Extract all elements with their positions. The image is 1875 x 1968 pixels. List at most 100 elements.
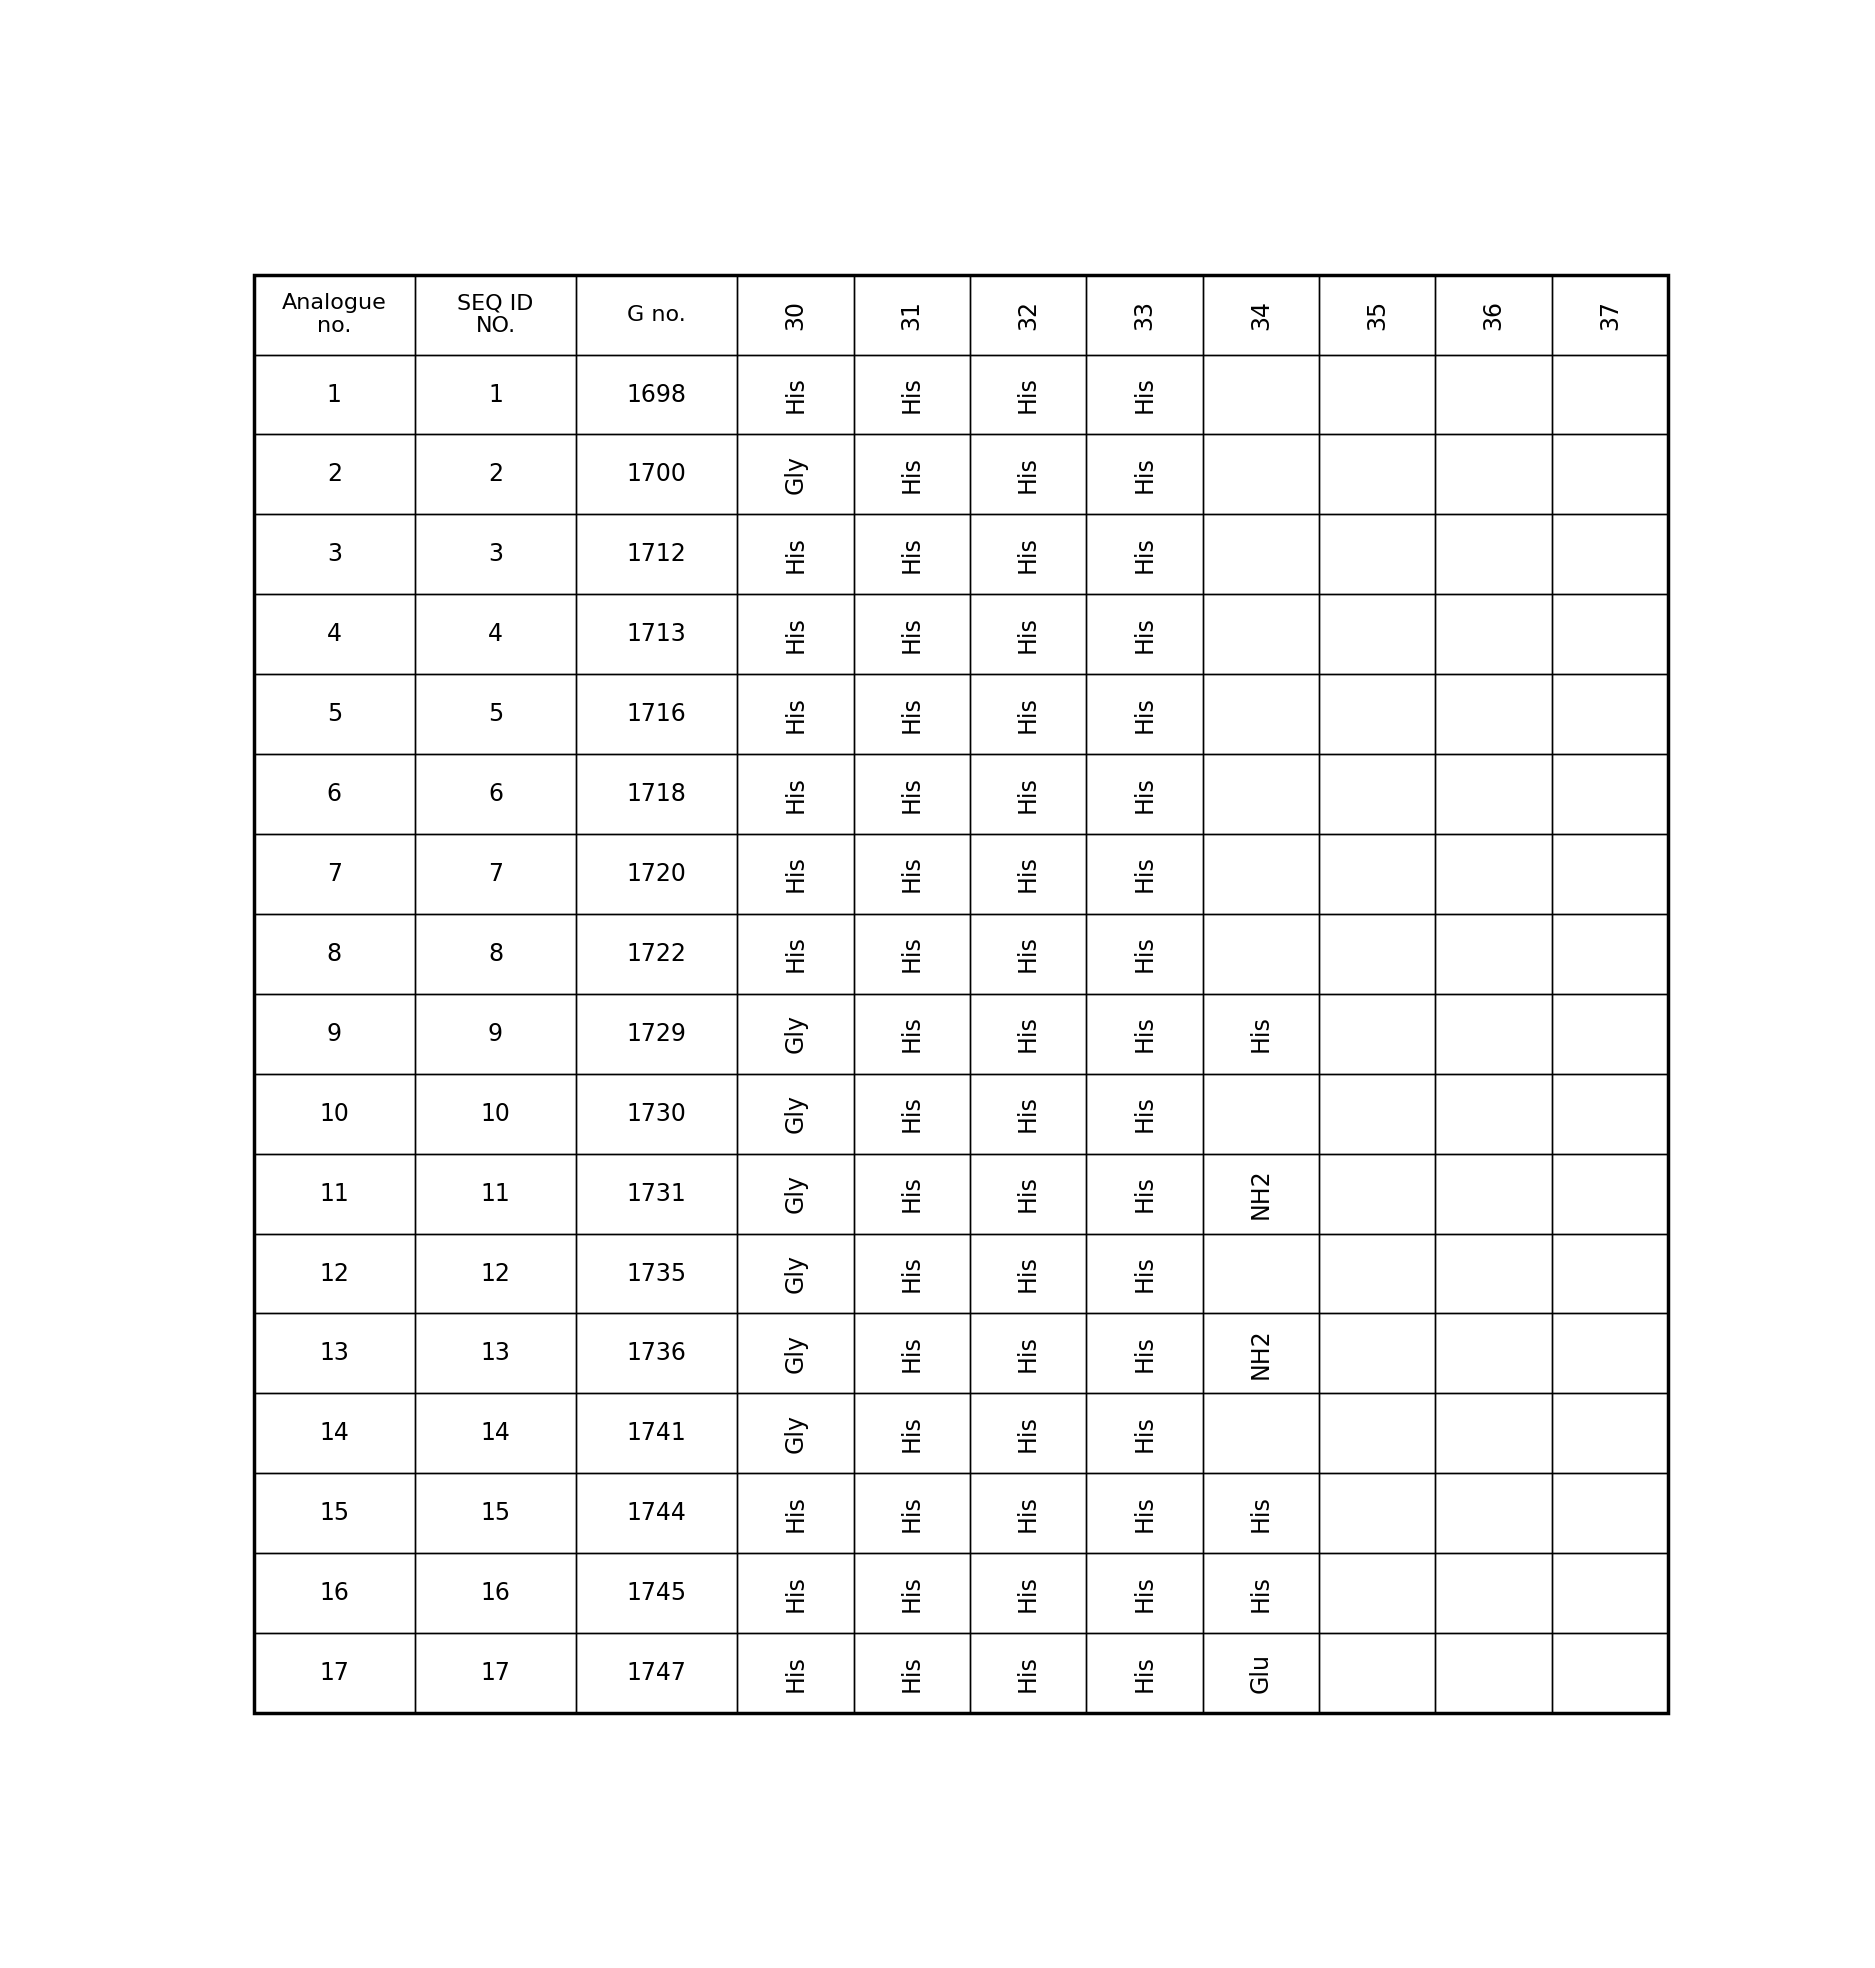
Text: His: His [1132,457,1157,492]
Bar [253,754,414,834]
Bar [1202,1474,1318,1553]
Text: His: His [1132,376,1157,413]
Text: 6: 6 [488,781,502,807]
Text: His: His [1016,697,1041,732]
Bar [1552,1393,1669,1474]
Bar [1202,1075,1318,1153]
Text: 11: 11 [480,1181,510,1206]
Text: Gly: Gly [784,1254,808,1293]
Text: His: His [784,697,808,732]
Bar [969,994,1086,1075]
Text: 15: 15 [319,1502,349,1525]
Bar [414,514,576,594]
Text: His: His [1249,1015,1273,1053]
Bar [737,1313,853,1393]
Text: NH2: NH2 [1249,1169,1273,1218]
Bar [1318,994,1436,1075]
Bar [576,994,737,1075]
Bar [1086,1393,1202,1474]
Text: 5: 5 [488,703,502,726]
Bar [253,594,414,675]
Text: 37: 37 [1598,299,1622,329]
Text: 1744: 1744 [626,1502,686,1525]
Bar [1552,354,1669,435]
Bar [969,1313,1086,1393]
Text: His: His [1132,1496,1157,1531]
Text: 30: 30 [784,299,808,329]
Text: His: His [900,1415,924,1452]
Text: Gly: Gly [784,1094,808,1134]
Bar [576,514,737,594]
Bar [969,834,1086,913]
Text: 36: 36 [1481,299,1506,329]
Bar [737,514,853,594]
Text: His: His [1132,1574,1157,1612]
Text: His: His [784,1574,808,1612]
Bar [576,913,737,994]
Bar [1552,1474,1669,1553]
Bar [1552,675,1669,754]
Bar [1552,754,1669,834]
Text: 8: 8 [488,943,502,966]
Text: His: His [784,935,808,972]
Bar [414,1313,576,1393]
Bar [414,354,576,435]
Bar [853,994,969,1075]
Bar [414,1153,576,1234]
Bar [853,1474,969,1553]
Text: His: His [900,1496,924,1531]
Text: His: His [1132,856,1157,892]
Text: His: His [900,1655,924,1692]
Bar [1318,1313,1436,1393]
Bar [1318,1553,1436,1633]
Bar [969,354,1086,435]
Bar [414,994,576,1075]
Bar [853,675,969,754]
Text: 34: 34 [1249,299,1273,329]
Text: Gly: Gly [784,1014,808,1053]
Bar [1552,276,1669,354]
Bar [1552,1633,1669,1712]
Bar [414,675,576,754]
Bar [1086,994,1202,1075]
Text: His: His [900,1334,924,1372]
Text: His: His [1016,1334,1041,1372]
Bar [1552,1234,1669,1313]
Text: His: His [900,1175,924,1212]
Text: His: His [1132,1015,1157,1053]
Bar [969,675,1086,754]
Text: His: His [784,775,808,813]
Bar [1436,994,1552,1075]
Bar [253,913,414,994]
Bar [737,1393,853,1474]
Bar [1552,1553,1669,1633]
Bar [969,1633,1086,1712]
Bar [1436,1075,1552,1153]
Text: 15: 15 [480,1502,510,1525]
Bar [1086,514,1202,594]
Bar [576,1474,737,1553]
Bar [1552,1153,1669,1234]
Bar [853,1633,969,1712]
Bar [1086,1553,1202,1633]
Bar [253,834,414,913]
Bar [253,1553,414,1633]
Bar [253,276,414,354]
Bar [737,594,853,675]
Bar [737,1075,853,1153]
Bar [1086,276,1202,354]
Bar [253,675,414,754]
Text: His: His [1016,457,1041,492]
Bar [1202,754,1318,834]
Text: G no.: G no. [628,305,686,325]
Bar [576,1553,737,1633]
Text: His: His [1132,535,1157,573]
Text: 10: 10 [480,1102,510,1126]
Bar [253,435,414,514]
Text: 1720: 1720 [626,862,686,886]
Bar [853,754,969,834]
Bar [1086,754,1202,834]
Text: His: His [1132,1334,1157,1372]
Bar [414,1474,576,1553]
Bar [969,754,1086,834]
